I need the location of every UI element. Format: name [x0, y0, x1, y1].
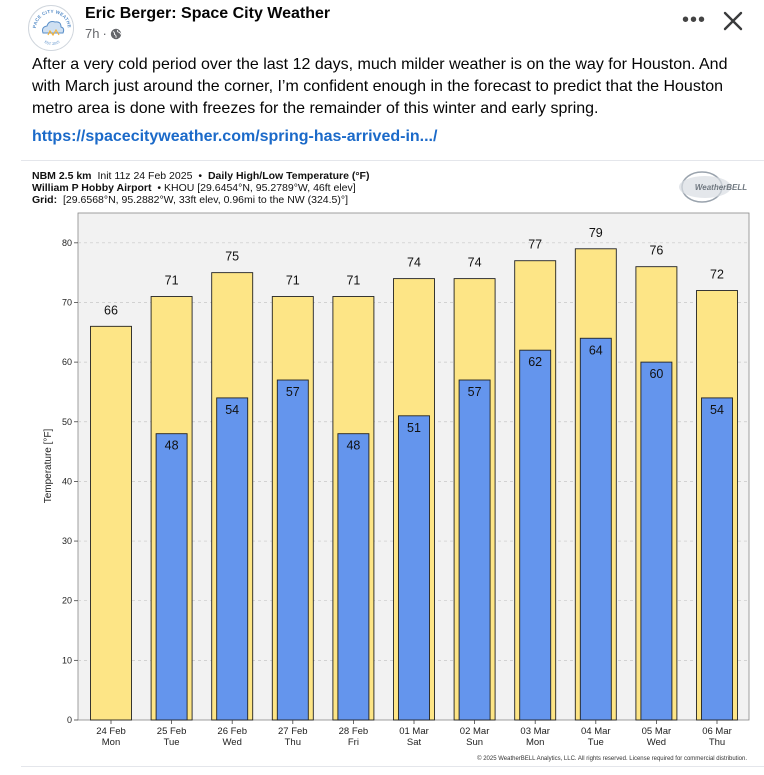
- low-temp-bar: [458, 379, 491, 721]
- y-axis-label: Temperature [°F]: [43, 428, 54, 503]
- low-temp-bar: [579, 337, 612, 721]
- y-tick-label: 10: [62, 655, 72, 665]
- x-tick-date: 02 Mar: [460, 726, 490, 737]
- x-tick-day: Sun: [466, 737, 483, 748]
- x-tick-day: Sat: [407, 737, 422, 748]
- chart-model: NBM 2.5 km: [32, 170, 92, 182]
- high-temp-label: 79: [589, 226, 603, 240]
- high-temp-label: 76: [649, 244, 663, 258]
- low-temp-bar: [398, 415, 430, 721]
- low-temp-label: 54: [225, 403, 239, 417]
- low-temp-bar: [640, 361, 673, 721]
- x-tick-date: 24 Feb: [96, 726, 126, 737]
- svg-text:Grid: [29.6568°N, 95.288: Grid: [29.6568°N, 95.2882°W, 33ft elev, …: [32, 194, 348, 206]
- svg-text:EST. 2015: EST. 2015: [44, 40, 61, 46]
- low-temp-bar: [519, 349, 552, 721]
- chart-init: Init 11z 24 Feb 2025: [97, 170, 192, 182]
- high-temp-label: 74: [468, 256, 482, 270]
- y-tick-label: 80: [62, 238, 72, 248]
- meta-separator: ·: [102, 26, 107, 41]
- low-temp-label: 51: [407, 421, 421, 435]
- post-time[interactable]: 7h: [85, 26, 100, 41]
- x-tick-day: Tue: [164, 737, 180, 748]
- x-tick-date: 28 Feb: [339, 726, 369, 737]
- low-temp-bar: [337, 433, 370, 721]
- copyright-text: © 2025 WeatherBELL Analytics, LLC. All r…: [477, 755, 747, 762]
- svg-text:NBM 2.5 km Init 11z 24 F: NBM 2.5 km Init 11z 24 Feb 2025 • Daily …: [32, 170, 369, 182]
- forecast-chart-image[interactable]: NBM 2.5 km Init 11z 24 Feb 2025 • Daily …: [21, 160, 764, 765]
- svg-text:William P Hobby Airport: William P Hobby Airport • KHOU [29.6454°…: [32, 182, 356, 194]
- y-tick-label: 30: [62, 536, 72, 546]
- y-tick-label: 70: [62, 297, 72, 307]
- x-tick-date: 01 Mar: [399, 726, 429, 737]
- x-tick-day: Wed: [223, 737, 242, 748]
- x-tick-day: Wed: [647, 737, 666, 748]
- low-temp-label: 62: [528, 355, 542, 369]
- weatherbell-brand: WeatherBELL: [695, 183, 747, 192]
- x-tick-day: Thu: [285, 737, 301, 748]
- x-tick-day: Mon: [526, 737, 544, 748]
- divider: [21, 766, 764, 767]
- low-temp-label: 54: [710, 403, 724, 417]
- space-city-weather-logo: SPACE CITY WEATHER EST. 2015: [29, 6, 73, 50]
- x-tick-date: 06 Mar: [702, 726, 732, 737]
- x-tick-date: 25 Feb: [157, 726, 187, 737]
- low-temp-bar: [216, 397, 249, 721]
- low-temp-label: 48: [165, 439, 179, 453]
- low-temp-label: 57: [468, 385, 482, 399]
- y-tick-label: 50: [62, 417, 72, 427]
- post-body-text: After a very cold period over the last 1…: [32, 56, 728, 117]
- post-header: SPACE CITY WEATHER EST. 2015 Eric Berger…: [0, 0, 764, 51]
- high-temp-label: 75: [225, 250, 239, 264]
- chart-grid-coords: [29.6568°N, 95.2882°W, 33ft elev, 0.96mi…: [63, 194, 348, 206]
- chart-separator: •: [198, 170, 202, 182]
- x-tick-date: 26 Feb: [217, 726, 247, 737]
- low-temp-bar: [701, 397, 733, 721]
- globe-icon: [110, 28, 122, 39]
- chart-station: William P Hobby Airport: [32, 182, 152, 194]
- high-temp-bar: [90, 325, 132, 721]
- high-temp-label: 72: [710, 268, 724, 282]
- chart-station-coords: • KHOU [29.6454°N, 95.2789°W, 46ft elev]: [157, 182, 355, 194]
- x-tick-date: 27 Feb: [278, 726, 308, 737]
- x-tick-day: Tue: [588, 737, 604, 748]
- high-temp-label: 71: [286, 274, 300, 288]
- y-tick-label: 0: [67, 715, 72, 725]
- high-temp-label: 71: [346, 274, 360, 288]
- low-temp-bar: [276, 379, 309, 721]
- high-temp-label: 77: [528, 238, 542, 252]
- chart-title: Daily High/Low Temperature (°F): [208, 170, 370, 182]
- high-temp-label: 71: [165, 274, 179, 288]
- x-tick-date: 03 Mar: [520, 726, 550, 737]
- x-tick-date: 05 Mar: [642, 726, 672, 737]
- avatar[interactable]: SPACE CITY WEATHER EST. 2015: [28, 5, 74, 51]
- chart-grid-label: Grid:: [32, 194, 57, 206]
- y-tick-label: 60: [62, 357, 72, 367]
- low-temp-label: 60: [649, 367, 663, 381]
- low-temp-bar: [155, 433, 188, 721]
- x-tick-date: 04 Mar: [581, 726, 611, 737]
- x-tick-day: Mon: [102, 737, 120, 748]
- more-options-icon[interactable]: •••: [681, 9, 706, 31]
- high-temp-label: 66: [104, 303, 118, 317]
- x-tick-day: Fri: [348, 737, 359, 748]
- weatherbell-logo: WeatherBELL: [679, 171, 747, 203]
- low-temp-label: 57: [286, 385, 300, 399]
- low-temp-label: 64: [589, 343, 603, 357]
- temperature-chart: NBM 2.5 km Init 11z 24 Feb 2025 • Daily …: [32, 170, 750, 762]
- post-link[interactable]: https://spacecityweather.com/spring-has-…: [32, 128, 438, 145]
- post-meta: 7h ·: [85, 26, 122, 41]
- y-tick-label: 40: [62, 476, 72, 486]
- low-temp-label: 48: [346, 439, 360, 453]
- close-icon[interactable]: [718, 6, 748, 36]
- logo-text-bottom: EST. 2015: [44, 40, 61, 46]
- y-tick-label: 20: [62, 596, 72, 606]
- post-author[interactable]: Eric Berger: Space City Weather: [85, 5, 331, 22]
- x-tick-day: Thu: [709, 737, 725, 748]
- high-temp-label: 74: [407, 256, 421, 270]
